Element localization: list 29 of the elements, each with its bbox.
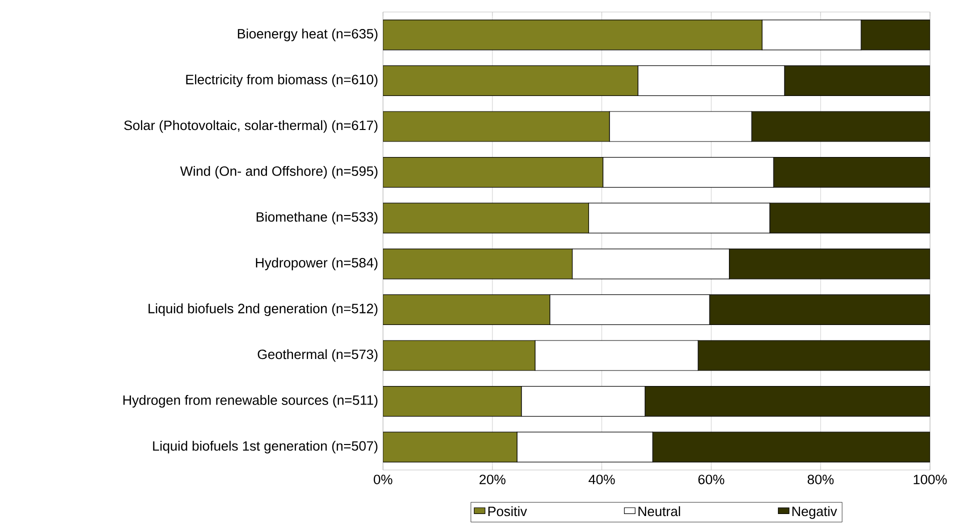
- x-tick-label: 40%: [588, 474, 615, 484]
- y-tick-label: Geothermal (n=573): [258, 349, 378, 362]
- legend-label: Neutral: [638, 506, 680, 516]
- bar: [860, 20, 930, 50]
- bar: [784, 65, 930, 96]
- y-tick-label: Liquid biofuels 2nd generation (n=512): [148, 303, 378, 316]
- y-tick-label: Solar (Photovoltaic, solar-thermal) (n=617): [124, 120, 378, 133]
- y-tick-label: Hydropower (n=584): [256, 258, 378, 270]
- x-tick-label: 60%: [698, 474, 724, 484]
- y-tick-label: Hydrogen from renewable sources (n=511): [123, 395, 378, 408]
- legend-label: Positiv: [488, 506, 527, 516]
- bar: [698, 340, 930, 371]
- y-tick-label: Biomethane (n=533): [256, 212, 378, 224]
- bar: [652, 432, 930, 462]
- y-tick-label: Wind (On- and Offshore) (n=595): [180, 166, 378, 179]
- bar: [644, 386, 930, 417]
- bar: [751, 111, 930, 142]
- y-tick-label: Liquid biofuels 1st generation (n=507): [153, 440, 378, 454]
- x-tick-label: 80%: [808, 474, 834, 484]
- x-tick-label: 0%: [374, 474, 392, 484]
- x-tick-label: 20%: [480, 474, 506, 484]
- y-tick-label: Electricity from biomass (n=610): [186, 74, 378, 87]
- x-tick-label: 100%: [914, 474, 947, 484]
- bar: [773, 157, 930, 188]
- y-tick-label: Bioenergy heat (n=635): [238, 28, 378, 42]
- bar: [728, 248, 930, 280]
- bar: [769, 202, 930, 234]
- legend-label: Negativ: [792, 506, 838, 519]
- bar: [709, 294, 930, 326]
